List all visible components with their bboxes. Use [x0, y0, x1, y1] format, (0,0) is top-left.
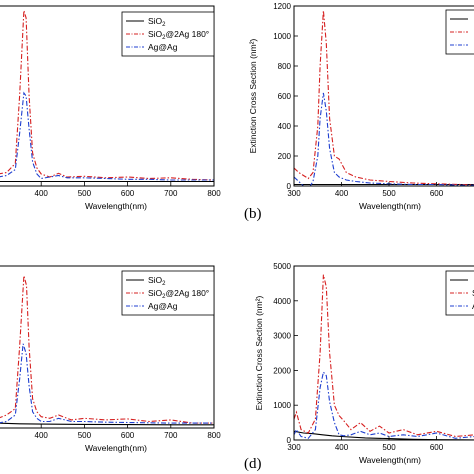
- y-tick-label: 200: [278, 152, 292, 161]
- x-tick-label: 400: [35, 431, 49, 440]
- x-tick-label: 700: [164, 189, 178, 198]
- y-tick-label: 4000: [273, 297, 291, 306]
- legend-label-3: Ag@Ag: [148, 301, 178, 311]
- y-tick-label: 400: [278, 122, 292, 131]
- y-tick-label: 1000: [273, 401, 291, 410]
- y-tick-label: 2000: [273, 366, 291, 375]
- series-line-2: [0, 275, 214, 424]
- plot-frame: [0, 5, 215, 187]
- series-line-3: [0, 91, 214, 181]
- legend: [445, 9, 474, 55]
- x-tick-label: 600: [430, 443, 444, 452]
- plot-frame: [0, 265, 215, 429]
- y-tick-label: 1200: [273, 2, 291, 11]
- x-tick-label: 600: [121, 431, 135, 440]
- series-line-3: [294, 92, 474, 186]
- x-tick-label: 400: [335, 443, 349, 452]
- x-tick-label: 800: [207, 189, 221, 198]
- x-tick-label: 300: [287, 443, 301, 452]
- x-axis-label: Wavelength(nm): [85, 443, 147, 453]
- series-group: [0, 10, 214, 183]
- x-tick-label: 500: [78, 431, 92, 440]
- x-tick-label: 800: [207, 431, 221, 440]
- panel-label: (b): [244, 206, 262, 222]
- x-axis-label: Wavelength(nm): [359, 455, 421, 465]
- y-axis-label: Extinction Cross Section (nm²): [254, 295, 264, 410]
- legend-label-3: Ag@Ag: [148, 42, 178, 52]
- y-tick-label: 3000: [273, 332, 291, 341]
- y-tick-label: 800: [278, 62, 292, 71]
- series-line-3: [0, 343, 214, 424]
- legend-label-1: SiO2: [148, 275, 166, 287]
- x-tick-label: 700: [164, 431, 178, 440]
- chart-panel-4: 300 400 500 600 0 1000 2000 3000 4000 5000 Wavelen…: [244, 262, 474, 472]
- y-tick-label: 5000: [273, 262, 291, 271]
- chart-panel-3: 400 500 600 700 800 Wavelength(nm) SiO2SiO2@2A…: [0, 265, 221, 453]
- x-tick-label: 500: [382, 189, 396, 198]
- y-tick-label: 600: [278, 92, 292, 101]
- x-tick-label: 400: [35, 189, 49, 198]
- legend-label-2: S: [472, 288, 474, 298]
- y-tick-label: 0: [287, 436, 292, 445]
- legend-label-2: SiO2@2Ag 180°: [148, 29, 209, 41]
- x-axis-label: Wavelength(nm): [359, 201, 421, 211]
- x-tick-label: 500: [382, 443, 396, 452]
- legend-label-1: SiO2: [148, 16, 166, 28]
- x-tick-label: 400: [335, 189, 349, 198]
- x-tick-label: 500: [78, 189, 92, 198]
- chart-panel-2: 300 400 500 600 0 200 400 600 800 1000 1200 Wavelen…: [244, 2, 474, 222]
- x-tick-label: 600: [121, 189, 135, 198]
- chart-panel-1: 400 500 600 700 800 Wavelength(nm) SiO2SiO2@2A…: [0, 5, 221, 211]
- x-axis-label: Wavelength(nm): [85, 201, 147, 211]
- x-tick-label: 600: [430, 189, 444, 198]
- legend-label-2: SiO2@2Ag 180°: [148, 288, 209, 300]
- series-line-2: [294, 274, 474, 438]
- panel-label: (d): [244, 456, 262, 472]
- x-tick-label: 300: [287, 189, 301, 198]
- legend-label-3: A: [472, 301, 474, 311]
- y-axis-label: Extinction Cross Section (nm²): [248, 38, 258, 153]
- y-tick-label: 1000: [273, 32, 291, 41]
- legend: SA: [445, 270, 474, 316]
- series-line-1: [0, 422, 214, 426]
- series-line-3: [294, 370, 474, 439]
- y-tick-label: 0: [287, 182, 292, 191]
